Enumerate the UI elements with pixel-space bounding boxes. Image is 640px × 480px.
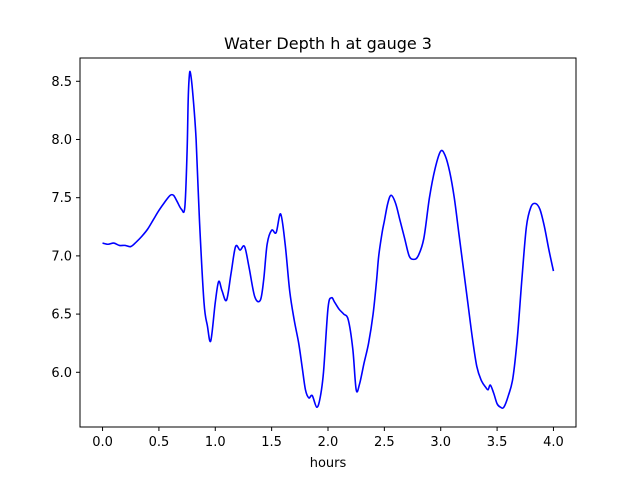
y-tick-label: 8.5 xyxy=(51,75,72,90)
y-tick-label: 7.0 xyxy=(51,249,72,264)
x-tick-label: 1.5 xyxy=(261,435,282,450)
plot-area xyxy=(102,70,555,410)
chart-title: Water Depth h at gauge 3 xyxy=(224,34,432,53)
x-tick-label: 0.5 xyxy=(149,435,170,450)
x-tick-label: 2.5 xyxy=(374,435,395,450)
x-tick-label: 3.5 xyxy=(487,435,508,450)
y-tick-label: 6.5 xyxy=(51,308,72,323)
y-tick-label: 7.5 xyxy=(51,191,72,206)
x-tick-label: 4.0 xyxy=(543,435,564,450)
x-axis-label: hours xyxy=(310,456,347,471)
y-tick-label: 6.0 xyxy=(51,366,72,381)
x-tick-label: 3.0 xyxy=(430,435,451,450)
y-tick-label: 8.0 xyxy=(51,133,72,148)
x-tick-label: 0.0 xyxy=(92,435,113,450)
x-tick-label: 1.0 xyxy=(205,435,226,450)
x-tick-label: 2.0 xyxy=(318,435,339,450)
x-axis-ticks: 0.0 0.5 1.0 1.5 2.0 2.5 3.0 3.5 4.0 xyxy=(92,427,564,450)
axes-frame xyxy=(79,57,577,428)
water-depth-series-line xyxy=(102,70,555,410)
y-axis-ticks: 6.0 6.5 7.0 7.5 8.0 8.5 xyxy=(51,75,80,381)
